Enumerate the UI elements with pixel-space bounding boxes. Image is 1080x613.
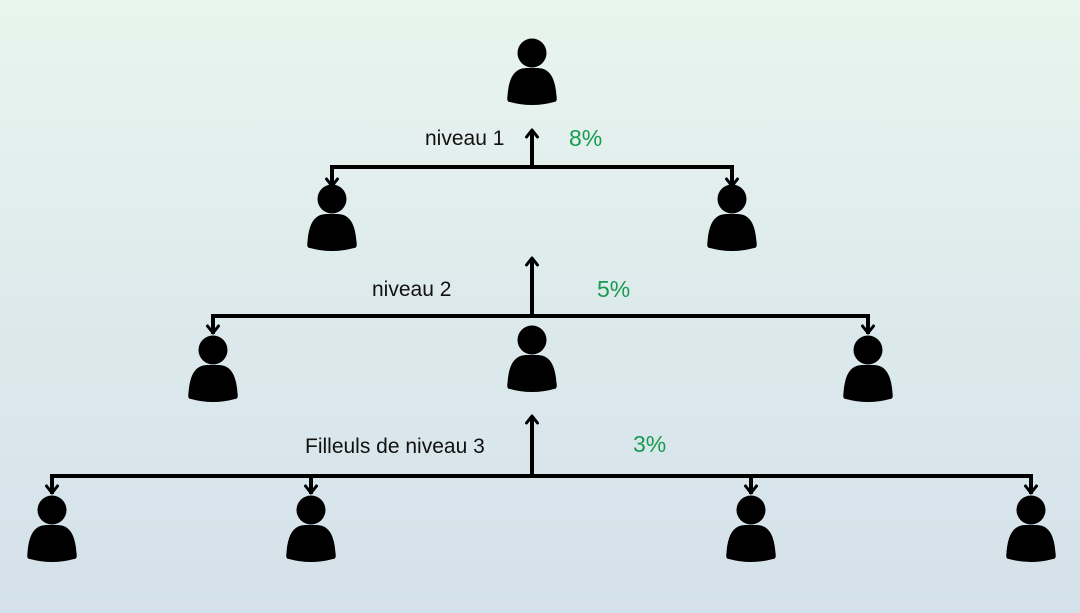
level-3-percent: 3% bbox=[633, 431, 667, 457]
level-2-referral-2-person-icon bbox=[843, 335, 893, 402]
top-referrer-person-icon bbox=[507, 38, 557, 105]
level-1-arrow-up-icon bbox=[525, 128, 539, 139]
level-1-referral-1-person-icon bbox=[307, 184, 357, 251]
level-3-referral-3-person-icon bbox=[726, 495, 776, 562]
level-1-referral-2-person-icon bbox=[707, 184, 757, 251]
level-2-arrow-down-icon bbox=[206, 324, 220, 335]
level-2-arrow-up-icon bbox=[525, 256, 539, 267]
level-1-percent: 8% bbox=[569, 125, 603, 151]
level-3-label: Filleuls de niveau 3 bbox=[305, 435, 485, 458]
level-3-referral-4-person-icon bbox=[1006, 495, 1056, 562]
level-3-arrow-down-icon bbox=[304, 484, 318, 495]
level-2-percent: 5% bbox=[597, 276, 631, 302]
level-3-arrow-up-icon bbox=[525, 414, 539, 425]
level-2-center-person-icon bbox=[507, 325, 557, 392]
level-2-referral-1-person-icon bbox=[188, 335, 238, 402]
level-3-referral-1-person-icon bbox=[27, 495, 77, 562]
level-2-label: niveau 2 bbox=[372, 278, 452, 301]
level-3-arrow-down-icon bbox=[744, 484, 758, 495]
level-3-arrow-down-icon bbox=[1024, 484, 1038, 495]
level-2-arrow-down-icon bbox=[861, 324, 875, 335]
level-3-referral-2-person-icon bbox=[286, 495, 336, 562]
level-1-label: niveau 1 bbox=[425, 127, 505, 150]
level-3-arrow-down-icon bbox=[45, 484, 59, 495]
